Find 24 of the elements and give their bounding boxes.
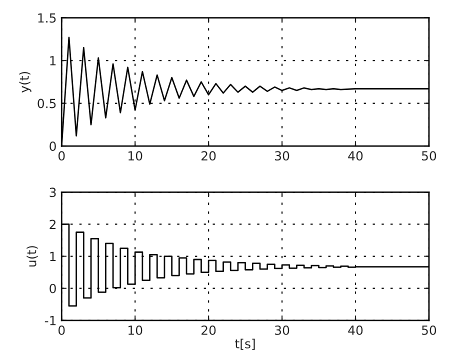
x-axis-title: t[s] (235, 338, 255, 350)
y-tick-label: 1 (50, 252, 56, 262)
y-tick-label: 0 (50, 141, 56, 151)
x-tick-label: 0 (58, 151, 65, 161)
x-tick-label: 0 (58, 325, 65, 335)
x-tick-label: 20 (202, 325, 216, 335)
y-tick-label: 0 (50, 284, 56, 294)
x-tick-label: 10 (128, 151, 142, 161)
x-tick-label: 10 (128, 325, 142, 335)
y-axis-title: u(t) (26, 246, 38, 267)
x-tick-label: 20 (202, 151, 216, 161)
y-tick-label: 1.5 (38, 13, 56, 23)
y-tick-label: 2 (50, 220, 56, 229)
x-tick-label: 40 (348, 151, 363, 161)
y-tick-label: 0.5 (38, 98, 56, 108)
y-tick-label: 1 (50, 56, 56, 66)
y-tick-label: -1 (44, 316, 56, 326)
x-tick-label: 50 (422, 151, 436, 161)
x-tick-label: 50 (422, 325, 436, 335)
x-tick-label: 30 (275, 325, 290, 335)
y-axis-title: y(t) (19, 72, 32, 93)
y-tick-label: 3 (50, 188, 56, 198)
x-tick-label: 40 (348, 325, 363, 335)
x-tick-label: 30 (275, 151, 290, 161)
